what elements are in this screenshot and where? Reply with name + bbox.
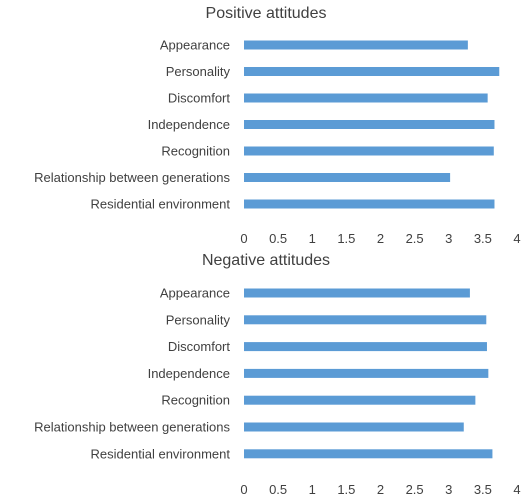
negative-x-tick-label: 2.5 [406,482,424,497]
negative-category-label: Independence [148,366,230,381]
positive-bar-appearance [244,40,468,50]
negative-category-label: Discomfort [168,339,231,354]
positive-x-tick-label: 0.5 [269,231,287,246]
negative-bar-recognition [244,395,476,405]
positive-x-tick-label: 4 [513,231,520,246]
negative-x-tick-label: 3.5 [474,482,492,497]
negative-chart-title: Negative attitudes [202,252,330,269]
positive-category-label: Appearance [160,38,230,53]
positive-x-tick-label: 2 [377,231,384,246]
positive-bar-personality [244,67,500,76]
negative-bar-independence [244,368,489,378]
positive-bar-relationship-between-generations [244,173,451,182]
negative-category-label: Recognition [161,393,230,408]
positive-x-tick-label: 0 [240,231,247,246]
positive-category-label: Discomfort [168,91,231,106]
positive-x-tick-label: 3 [445,231,452,246]
negative-bar-relationship-between-generations [244,422,464,432]
positive-category-label: Independence [148,117,230,132]
negative-bar-personality [244,315,487,325]
negative-x-tick-label: 1.5 [337,482,355,497]
positive-x-tick-label: 2.5 [406,231,424,246]
positive-x-tick-label: 1.5 [337,231,355,246]
negative-x-tick-label: 3 [445,482,452,497]
positive-category-label: Relationship between generations [34,170,230,185]
negative-bar-discomfort [244,342,487,352]
positive-x-tick-label: 1 [309,231,316,246]
negative-category-label: Personality [166,312,231,327]
negative-category-label: Appearance [160,286,230,301]
positive-bar-independence [244,120,495,129]
negative-x-tick-label: 2 [377,482,384,497]
negative-category-label: Relationship between generations [34,420,230,435]
negative-x-tick-label: 4 [513,482,520,497]
positive-chart-title: Positive attitudes [206,5,327,22]
negative-category-label: Residential environment [91,446,231,461]
positive-category-label: Recognition [161,144,230,159]
positive-bar-recognition [244,146,494,156]
positive-x-tick-label: 3.5 [474,231,492,246]
positive-bar-discomfort [244,93,488,103]
positive-category-label: Personality [166,64,231,79]
negative-x-tick-label: 0 [240,482,247,497]
positive-bar-residential-environment [244,199,495,209]
negative-bar-appearance [244,288,470,298]
positive-category-label: Residential environment [91,197,231,212]
negative-x-tick-label: 1 [309,482,316,497]
negative-bar-residential-environment [244,449,493,459]
negative-x-tick-label: 0.5 [269,482,287,497]
